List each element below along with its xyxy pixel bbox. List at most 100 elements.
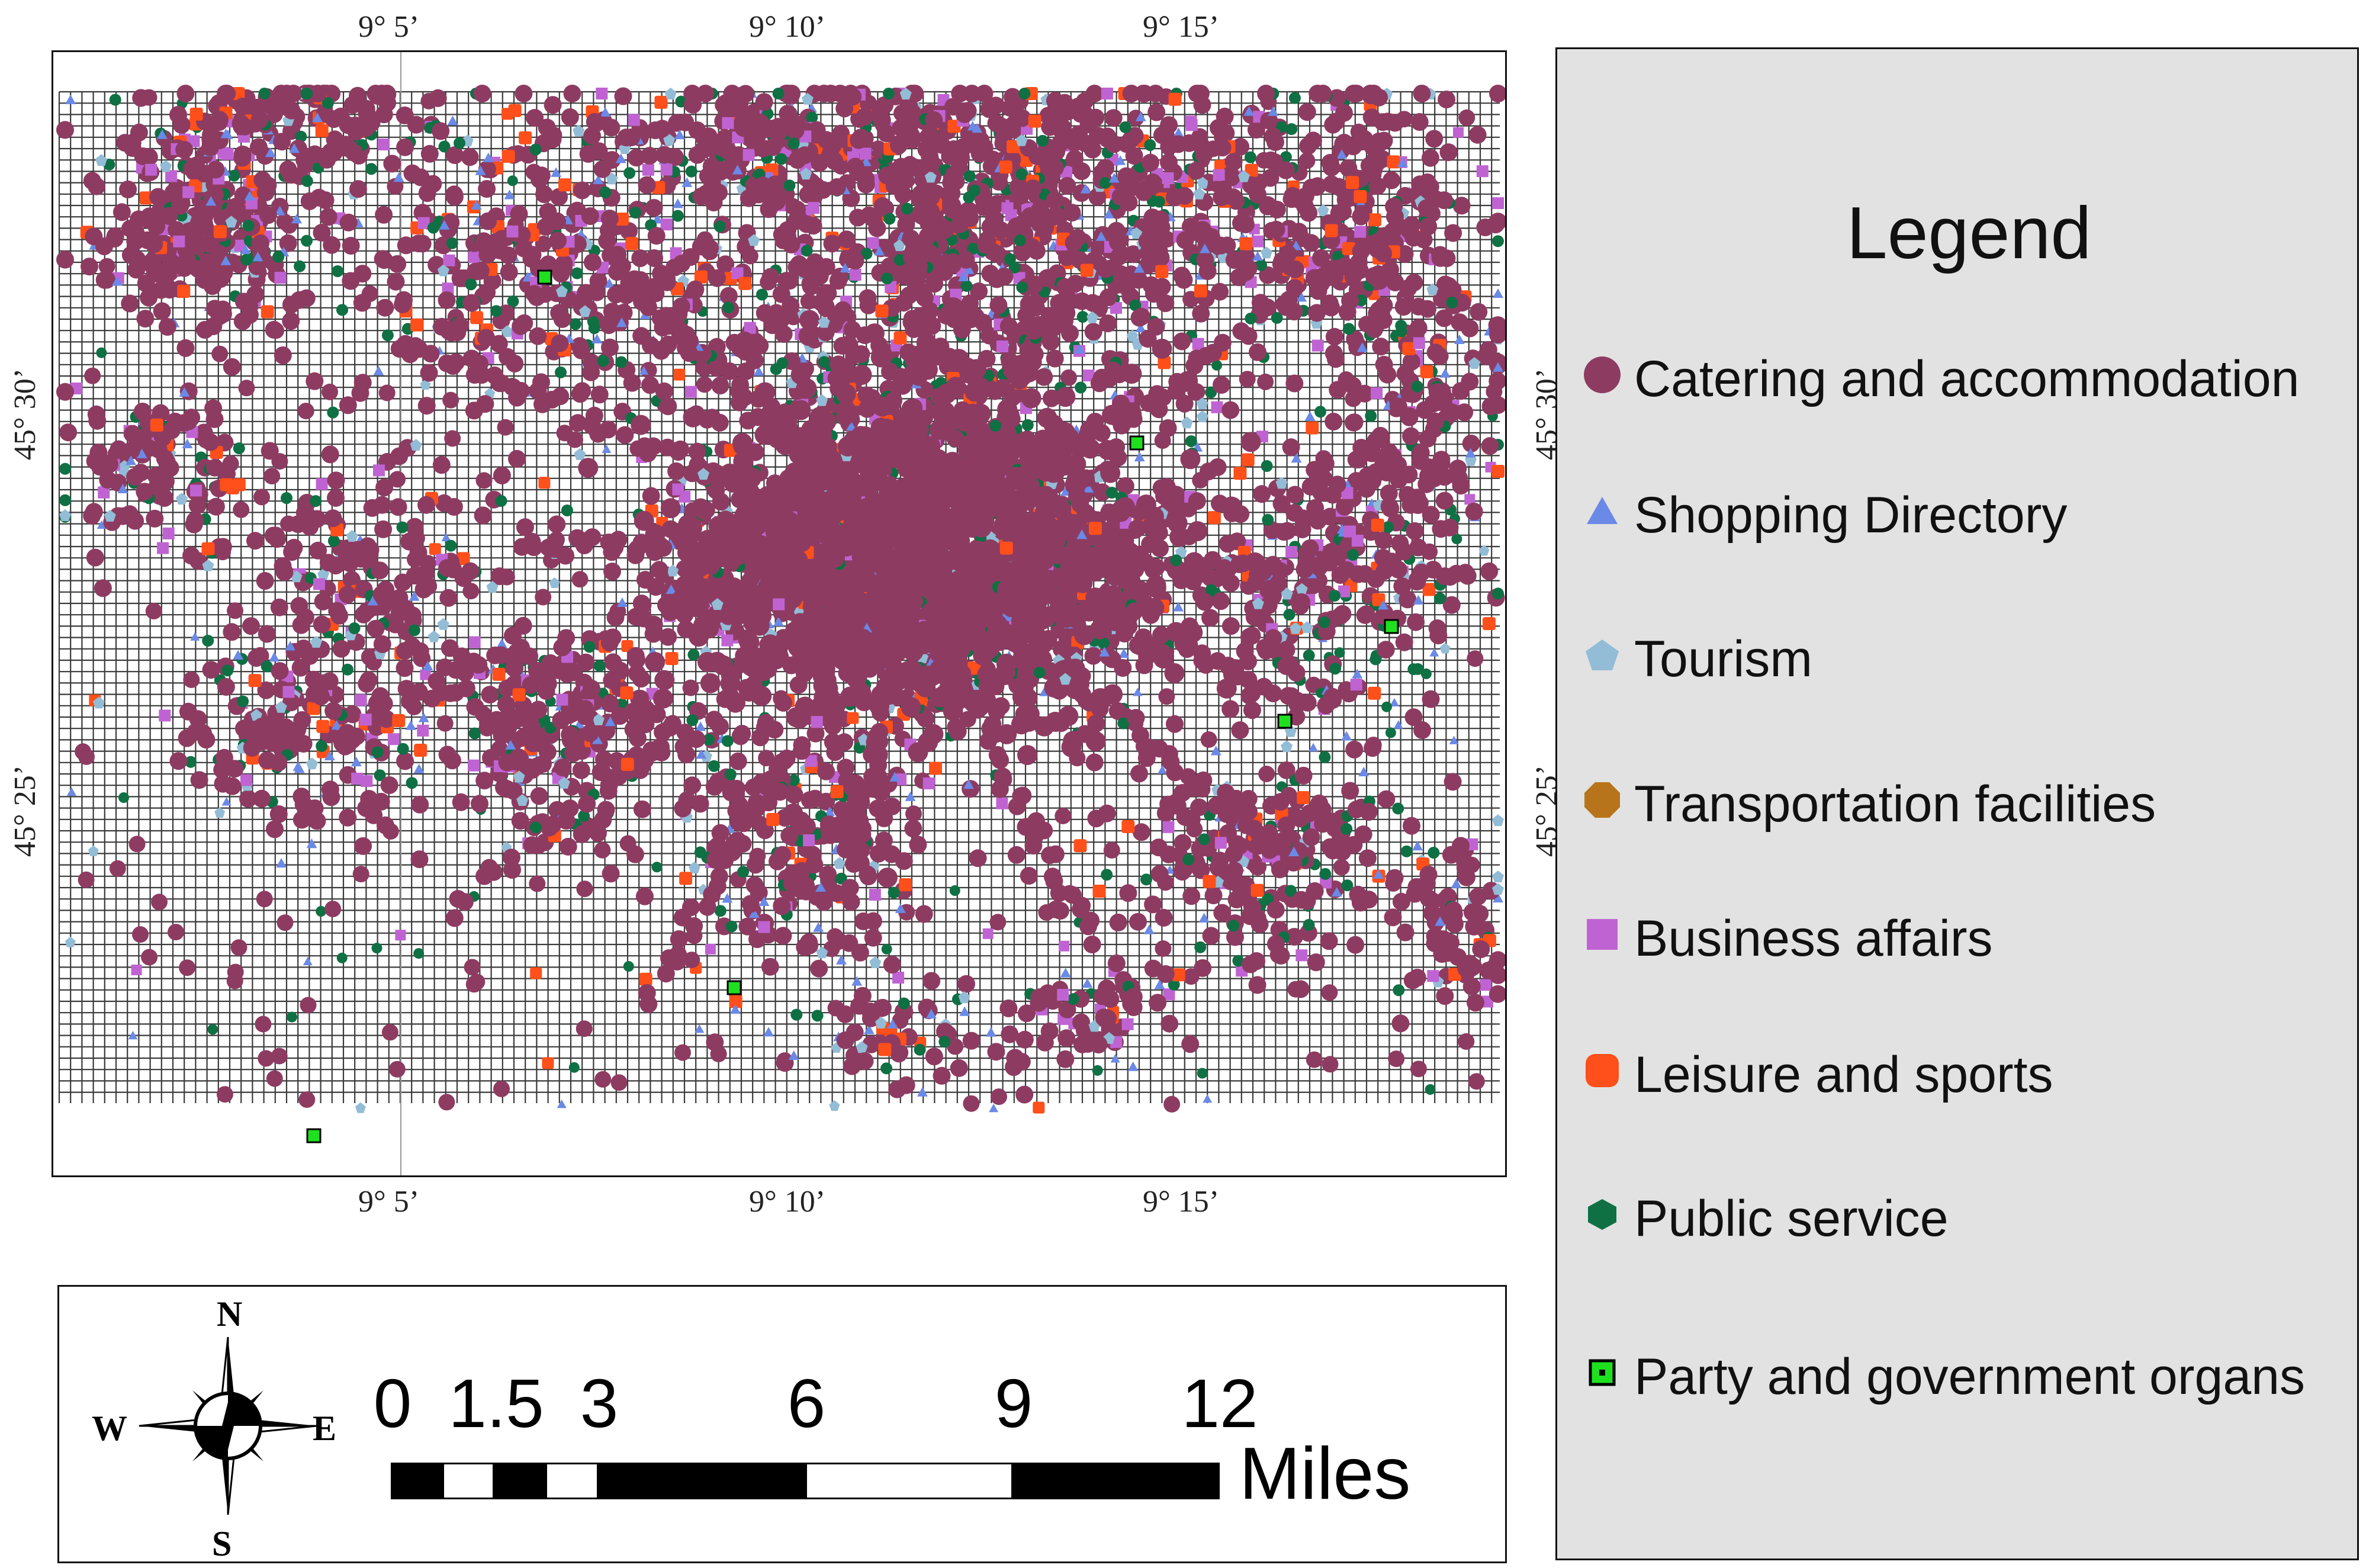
poi-marker [780, 827, 799, 845]
poi-marker [721, 735, 734, 747]
poi-marker [1290, 223, 1308, 241]
poi-marker [1468, 126, 1487, 144]
poi-marker [922, 777, 935, 789]
poi-marker [301, 234, 313, 247]
poi-marker [848, 208, 867, 227]
poi-marker [1413, 721, 1431, 739]
poi-marker [1444, 224, 1462, 242]
poi-marker [632, 595, 651, 613]
poi-marker [753, 366, 764, 376]
poi-marker [84, 367, 101, 384]
poi-marker [1285, 504, 1304, 522]
poi-marker [88, 845, 99, 856]
poi-marker [602, 444, 612, 454]
poi-marker [1377, 790, 1396, 808]
poi-marker [1221, 617, 1240, 635]
poi-marker [881, 943, 892, 955]
poi-marker [1412, 840, 1423, 851]
poi-marker [1314, 85, 1332, 102]
poi-marker [852, 345, 870, 363]
poi-marker [1214, 837, 1227, 849]
poi-marker [378, 384, 396, 401]
poi-marker [569, 318, 581, 330]
poi-marker [1248, 976, 1266, 994]
poi-marker [1458, 1033, 1475, 1050]
poi-marker [683, 952, 700, 969]
poi-marker [1439, 143, 1458, 162]
poi-marker [1372, 133, 1390, 152]
poi-marker [189, 260, 207, 278]
poi-marker [1196, 410, 1208, 423]
poi-marker [1125, 147, 1143, 165]
poi-marker [237, 695, 249, 708]
poi-marker [207, 1024, 218, 1035]
poi-marker [1452, 197, 1471, 215]
poi-marker [756, 304, 774, 322]
poi-marker [515, 85, 533, 102]
poi-marker [610, 1074, 628, 1091]
poi-marker [1197, 176, 1209, 189]
poi-marker [1435, 191, 1453, 210]
poi-marker [1135, 322, 1146, 333]
poi-marker [1200, 731, 1217, 748]
poi-marker [1298, 103, 1316, 121]
poi-marker [436, 715, 454, 732]
poi-marker [1267, 220, 1285, 239]
poi-marker [722, 301, 734, 314]
poi-marker [1033, 1101, 1045, 1114]
poi-marker [1175, 545, 1187, 558]
poi-marker [1377, 641, 1395, 659]
poi-marker [574, 448, 586, 460]
poi-marker [474, 232, 493, 250]
poi-marker [1492, 235, 1504, 248]
poi-marker [471, 795, 488, 813]
poi-marker [957, 271, 969, 281]
poi-marker [146, 264, 164, 282]
poi-marker [1175, 187, 1194, 205]
poi-marker [119, 180, 137, 198]
poi-marker [1185, 435, 1197, 448]
poi-marker [1103, 208, 1114, 219]
poi-marker [774, 927, 792, 945]
poi-marker [375, 205, 393, 224]
poi-marker [383, 155, 401, 173]
poi-marker [265, 320, 283, 339]
poi-marker [616, 597, 628, 608]
poi-marker [1155, 940, 1172, 957]
poi-marker [529, 875, 546, 892]
poi-marker [497, 695, 515, 714]
poi-marker [1165, 715, 1184, 733]
poi-marker [758, 921, 770, 933]
poi-marker [1306, 882, 1324, 900]
poi-marker [1341, 879, 1354, 892]
poi-marker [1338, 585, 1351, 597]
poi-marker [396, 752, 414, 770]
poi-marker [696, 749, 707, 759]
poi-marker [190, 771, 208, 789]
poi-marker [1345, 740, 1364, 759]
poi-marker [500, 263, 518, 281]
poi-marker [594, 1071, 612, 1088]
poi-marker [535, 236, 552, 252]
poi-marker [1261, 169, 1280, 187]
poi-marker [605, 716, 616, 727]
poi-marker [417, 217, 430, 229]
poi-marker [1114, 659, 1132, 677]
poi-marker [1321, 153, 1339, 172]
poi-marker [817, 792, 835, 811]
poi-marker [631, 249, 650, 268]
poi-marker [696, 376, 713, 393]
poi-marker [437, 264, 449, 277]
poi-marker [413, 948, 425, 959]
poi-marker [787, 774, 800, 786]
poi-marker [1489, 85, 1505, 102]
poi-marker [977, 236, 995, 254]
poi-marker [999, 317, 1018, 335]
poi-marker [559, 837, 577, 856]
poi-marker [353, 294, 371, 312]
poi-marker [1317, 204, 1329, 216]
poi-marker [949, 885, 960, 896]
poi-marker [803, 834, 815, 847]
poi-marker [694, 846, 706, 859]
poi-marker [109, 860, 126, 877]
